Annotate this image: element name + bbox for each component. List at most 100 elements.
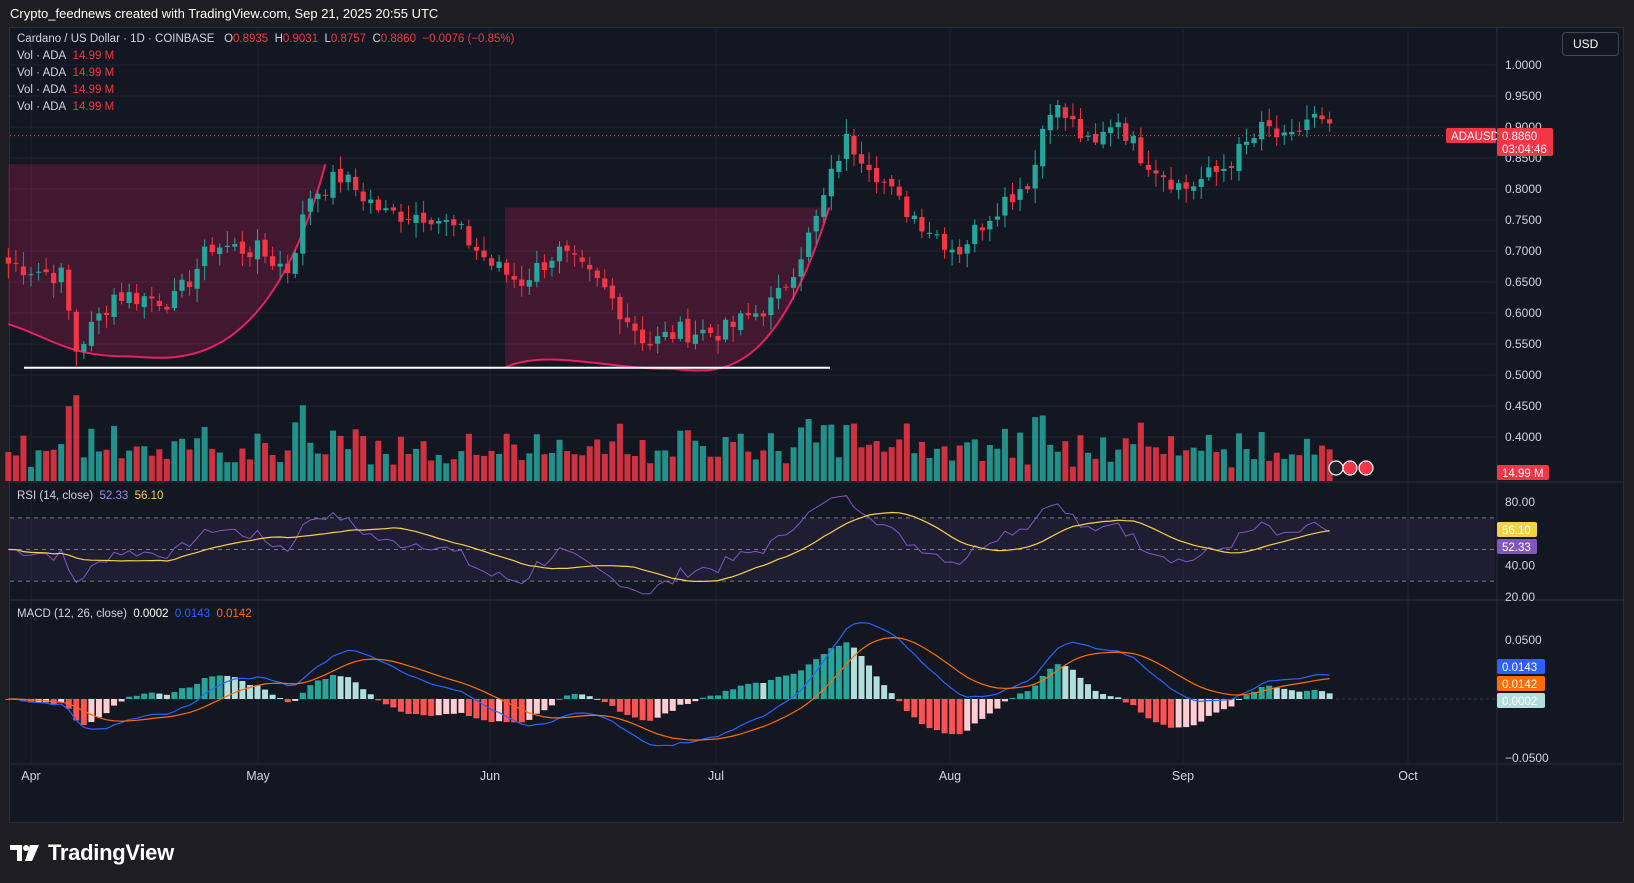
candle-body	[624, 317, 631, 323]
volume-bar	[216, 452, 223, 481]
macd-histogram-bar	[1168, 699, 1175, 728]
macd-histogram-bar	[397, 699, 404, 712]
symbol-title[interactable]: Cardano / US Dollar · 1D · COINBASE	[17, 33, 215, 45]
rsi-axis-label: 80.00	[1505, 495, 1535, 509]
volume-bar	[405, 453, 412, 481]
volume-bar	[1243, 449, 1250, 481]
macd-histogram-bar	[511, 699, 518, 723]
high-label: H	[274, 33, 283, 45]
macd-histogram-bar	[533, 699, 540, 714]
candle-body	[1040, 128, 1046, 167]
candle-body	[481, 250, 487, 258]
macd-line	[8, 621, 1330, 747]
candle-body	[5, 257, 11, 264]
volume-bar	[1077, 435, 1084, 481]
macd-histogram-bar	[465, 699, 472, 717]
macd-histogram-bar	[111, 699, 118, 706]
volume-legend-4[interactable]: Vol · ADA 14.99 M	[17, 99, 514, 116]
price-axis-label: 0.9500	[1505, 89, 1542, 103]
candle-body	[1092, 133, 1099, 143]
volume-legend-1[interactable]: Vol · ADA 14.99 M	[17, 48, 514, 65]
rsi-band-fill	[10, 517, 1495, 582]
macd-histogram-bar	[126, 696, 133, 699]
volume-legend-3[interactable]: Vol · ADA 14.99 M	[17, 82, 514, 99]
price-legend: Cardano / US Dollar · 1D · COINBASE O0.8…	[17, 31, 514, 116]
volume-bar	[148, 455, 155, 481]
time-axis-label: Sep	[1172, 769, 1194, 783]
candle-body	[692, 334, 698, 344]
macd-histogram-bar	[360, 689, 367, 699]
macd-histogram-bar	[314, 680, 321, 699]
rsi-legend[interactable]: RSI (14, close) 52.33 56.10	[17, 488, 163, 505]
macd-histogram-bar	[918, 699, 925, 725]
volume-bar	[926, 457, 933, 481]
macd-histogram-bar	[95, 699, 102, 718]
candle-body	[35, 271, 42, 273]
macd-legend[interactable]: MACD (12, 26, close) 0.0002 0.0143 0.014…	[17, 606, 252, 623]
candle-body	[1296, 130, 1302, 132]
macd-histogram-bar	[647, 699, 654, 721]
volume-bar	[971, 439, 978, 481]
volume-bar	[994, 448, 1001, 481]
volume-bar	[12, 455, 19, 481]
volume-bar	[58, 444, 65, 481]
macd-histogram-bar	[632, 699, 638, 718]
volume-bar	[632, 456, 638, 481]
candle-body	[398, 211, 404, 222]
us-flag-event-icon	[1342, 460, 1358, 476]
candle-body	[504, 262, 510, 275]
macd-histogram-bar	[420, 699, 427, 716]
candle-body	[488, 258, 495, 266]
volume-bar	[465, 433, 472, 481]
macd-histogram-bar	[798, 670, 805, 699]
currency-button[interactable]: USD	[1562, 32, 1619, 56]
candle-body	[1055, 104, 1061, 118]
volume-bar	[571, 454, 578, 481]
symbol-line[interactable]: Cardano / US Dollar · 1D · COINBASE O0.8…	[17, 31, 514, 48]
candle-body	[1115, 122, 1121, 128]
candle-body	[655, 336, 661, 344]
volume-bar	[684, 430, 691, 481]
candle-body	[1176, 183, 1182, 190]
volume-bar	[194, 438, 201, 481]
candle-body	[405, 218, 412, 220]
candle-body	[1243, 141, 1250, 145]
price-axis-label: 0.5500	[1505, 337, 1542, 351]
open-label: O	[224, 33, 234, 45]
candle-body	[806, 232, 812, 257]
macd-histogram-bar	[481, 699, 487, 721]
rsi-axis-label: 40.00	[1505, 558, 1535, 572]
volume-bar	[209, 448, 216, 481]
volume-bar	[669, 456, 676, 481]
candle-body	[179, 279, 185, 291]
candle-body	[979, 227, 985, 231]
candle-body	[647, 343, 653, 346]
volume-bar	[435, 454, 442, 481]
candle-body	[466, 226, 472, 246]
candle-body	[1274, 128, 1280, 138]
volume-bar	[314, 453, 321, 481]
volume-bar	[367, 464, 374, 481]
candle-body	[1062, 107, 1068, 118]
rsi-axis-label: 20.00	[1505, 590, 1535, 604]
price-axis-label: 0.7500	[1505, 213, 1542, 227]
candle-body	[451, 219, 457, 226]
candle-body	[1025, 186, 1031, 190]
candle-body	[322, 194, 329, 196]
macd-histogram-bar	[103, 699, 110, 714]
macd-histogram-bar	[964, 699, 971, 731]
volume-bar	[903, 423, 910, 481]
candle-body	[1236, 143, 1242, 172]
candle-body	[609, 285, 615, 299]
candle-body	[1009, 194, 1016, 203]
macd-histogram-bar	[20, 699, 27, 702]
candle-body	[519, 279, 525, 286]
candle-body	[919, 217, 925, 232]
macd-histogram-bar	[699, 697, 706, 699]
candle-body	[1160, 175, 1167, 178]
volume-bar	[360, 436, 367, 481]
volume-legend-2[interactable]: Vol · ADA 14.99 M	[17, 65, 514, 82]
candle-body	[670, 332, 676, 339]
candle-body	[436, 221, 442, 224]
